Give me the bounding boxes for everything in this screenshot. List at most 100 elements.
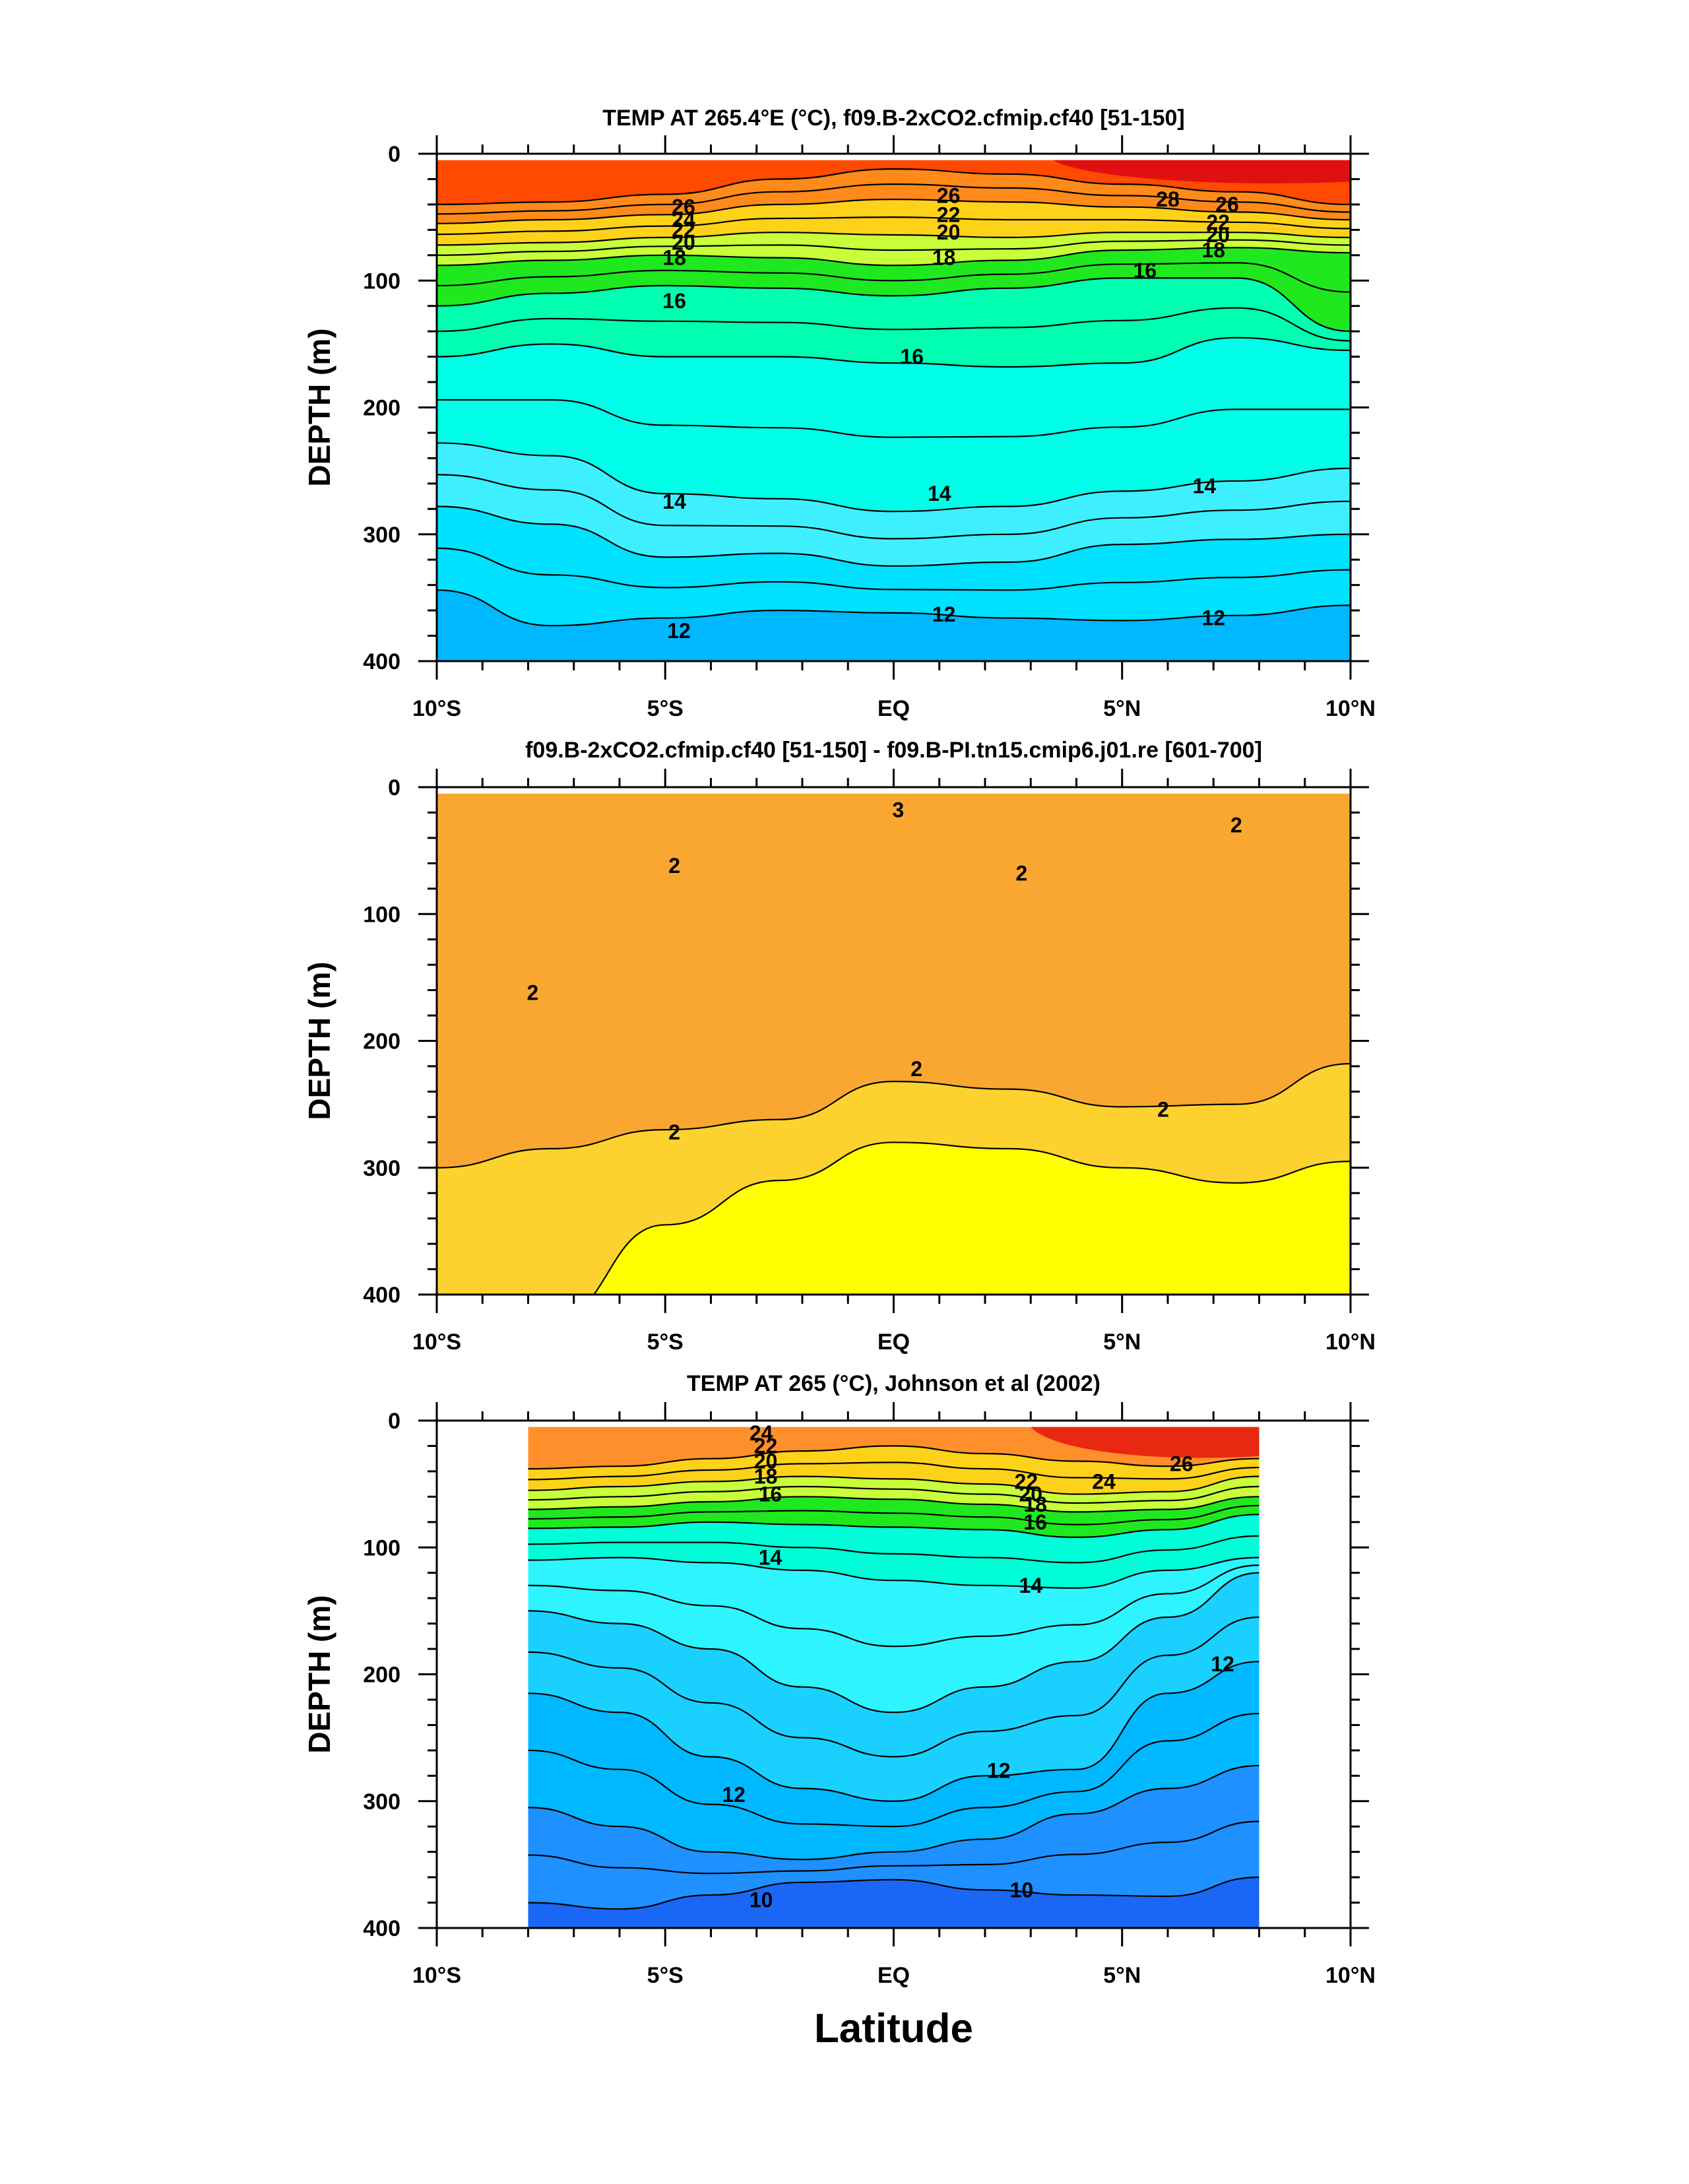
contour-label: 18 xyxy=(1023,1493,1047,1516)
contour-line xyxy=(528,1616,1259,1758)
contour-label: 20 xyxy=(672,231,695,255)
contour-line xyxy=(528,1514,1259,1539)
x-tick-label: 10°N xyxy=(1325,1330,1376,1355)
contour-label: 24 xyxy=(1092,1469,1116,1493)
x-tick-label: 5°S xyxy=(647,696,684,721)
contour-line xyxy=(437,168,1351,205)
contour-label: 18 xyxy=(1201,238,1225,262)
contour-band-warm xyxy=(1031,1427,1259,1458)
x-tick-label: 10°S xyxy=(412,696,461,721)
y-tick-label: 0 xyxy=(388,1409,400,1434)
x-tick-label: 10°S xyxy=(412,1963,461,1988)
contour-label: 12 xyxy=(932,602,956,626)
x-tick-label: 10°N xyxy=(1325,696,1376,721)
contour-line xyxy=(528,1535,1259,1564)
contour-label: 3 xyxy=(893,798,905,822)
contour-label: 2 xyxy=(1230,814,1242,837)
contour-label: 22 xyxy=(672,218,695,241)
contour-label: 16 xyxy=(662,289,686,313)
contour-label: 22 xyxy=(754,1434,778,1458)
contour-label: 28 xyxy=(1156,187,1180,211)
x-tick-label: 5°N xyxy=(1103,696,1141,721)
y-tick-label: 100 xyxy=(363,1535,400,1560)
contour-label: 12 xyxy=(722,1783,746,1807)
contour-label: 20 xyxy=(1206,223,1230,247)
y-tick-label: 300 xyxy=(363,1156,400,1181)
contour-label: 14 xyxy=(759,1546,782,1570)
y-tick-label: 400 xyxy=(363,649,400,674)
contour-label: 18 xyxy=(754,1465,778,1489)
contour-label: 14 xyxy=(1019,1574,1042,1597)
x-tick-label: EQ xyxy=(877,1963,910,1988)
contour-label: 16 xyxy=(759,1483,782,1506)
y-tick-label: 400 xyxy=(363,1283,400,1308)
x-tick-label: 5°S xyxy=(647,1330,684,1355)
contour-label: 2 xyxy=(910,1057,922,1081)
contour-field xyxy=(437,160,1351,662)
contour-label: 20 xyxy=(1019,1483,1042,1506)
contour-line xyxy=(437,277,1351,333)
contour-line xyxy=(437,199,1351,224)
contour-label: 12 xyxy=(667,619,691,643)
contour-line xyxy=(437,474,1351,540)
contour-label: 16 xyxy=(1133,259,1157,282)
contour-line xyxy=(437,239,1351,256)
contour-line xyxy=(437,262,1351,293)
contour-label: 26 xyxy=(937,183,961,207)
contour-line xyxy=(528,1713,1259,1828)
contour-label: 2 xyxy=(668,1120,680,1144)
contour-line xyxy=(437,216,1351,236)
y-tick-label: 200 xyxy=(363,1029,400,1054)
contour-line xyxy=(437,505,1351,567)
contour-band-10 xyxy=(528,1877,1259,1929)
contour-label: 24 xyxy=(672,208,695,232)
x-tick-label: EQ xyxy=(877,1330,910,1355)
contour-line xyxy=(437,232,1351,246)
contour-label: 2 xyxy=(668,854,680,878)
x-tick-label: 10°S xyxy=(412,1330,461,1355)
contour-line xyxy=(528,1764,1259,1861)
contour-line xyxy=(437,1063,1351,1169)
contour-label: 18 xyxy=(662,246,686,270)
y-tick-label: 200 xyxy=(363,396,400,421)
contour-line xyxy=(437,337,1351,368)
contour-label: 10 xyxy=(1010,1878,1034,1902)
y-axis-label: DEPTH (m) xyxy=(302,961,336,1120)
contour-label: 2 xyxy=(527,980,539,1004)
contour-line xyxy=(528,1461,1259,1481)
y-tick-label: 200 xyxy=(363,1663,400,1688)
contour-line xyxy=(437,442,1351,513)
contour-line xyxy=(528,1572,1259,1714)
panel-title: TEMP AT 265 (°C), Johnson et al (2002) xyxy=(687,1371,1100,1396)
x-tick-label: 5°N xyxy=(1103,1330,1141,1355)
panel-2: 3 2 2 2 2 2 2 2 10°S 5°S EQ 5°N 10°N 0 100 200 300 400 f09… xyxy=(302,738,1376,1355)
contour-label: 20 xyxy=(937,220,961,244)
contour-label: 22 xyxy=(1206,210,1230,234)
contour-label: 14 xyxy=(928,482,951,505)
contour-label: 14 xyxy=(1193,474,1217,498)
contour-line xyxy=(528,1820,1259,1875)
contour-line xyxy=(437,547,1351,591)
contour-label: 26 xyxy=(1215,193,1239,216)
contour-line xyxy=(528,1564,1259,1648)
contour-label: 18 xyxy=(932,246,956,270)
contour-line xyxy=(437,247,1351,267)
contour-band-10 xyxy=(437,590,1351,662)
contour-field xyxy=(437,793,1351,1295)
contour-label: 12 xyxy=(1201,606,1225,630)
contour-line xyxy=(528,1445,1259,1470)
contour-line xyxy=(528,1557,1259,1589)
y-tick-label: 300 xyxy=(363,1789,400,1815)
y-axis-label: DEPTH (m) xyxy=(302,328,336,486)
contour-line xyxy=(528,1877,1259,1910)
contour-band-warm xyxy=(1053,160,1351,183)
contour-line xyxy=(528,1485,1259,1504)
y-tick-label: 400 xyxy=(363,1916,400,1941)
contour-field xyxy=(528,1427,1259,1929)
contour-line xyxy=(437,589,1351,627)
contour-label: 22 xyxy=(1015,1469,1038,1493)
contour-label: 2 xyxy=(1016,862,1028,885)
x-tick-label: 5°S xyxy=(647,1963,684,1988)
